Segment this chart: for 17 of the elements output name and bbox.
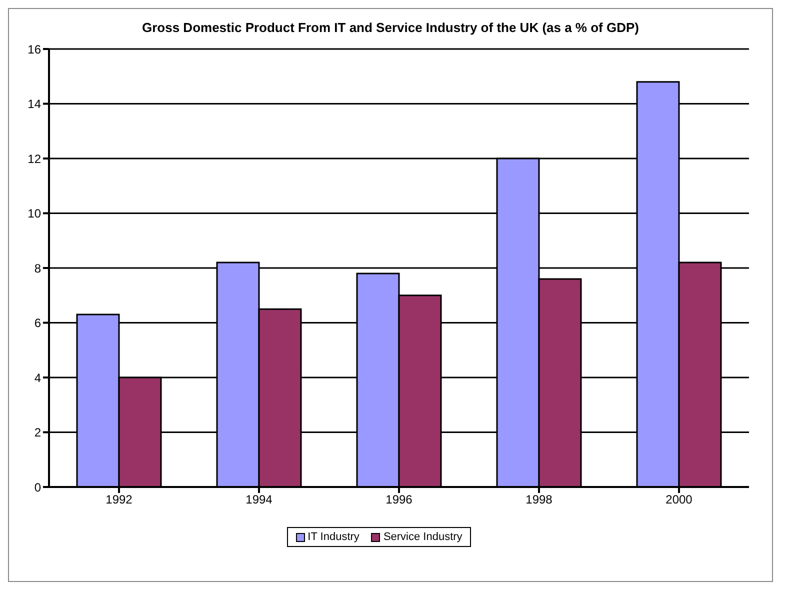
y-tick-label: 10	[28, 206, 42, 221]
chart-title: Gross Domestic Product From IT and Service Industry of the UK (as a % of GDP)	[141, 19, 640, 37]
x-tick-label: 2000	[666, 492, 693, 507]
x-tick-label: 1992	[106, 492, 133, 507]
y-tick-label: 4	[34, 370, 42, 385]
y-tick-label: 16	[28, 42, 42, 56]
y-tick-label: 2	[34, 426, 42, 440]
y-tick-label: 8	[34, 261, 42, 276]
x-tick-label: 1998	[526, 492, 553, 507]
y-tick-label: 12	[28, 152, 42, 166]
legend-label: Service Industry	[382, 531, 462, 543]
y-tick-label: 6	[34, 316, 42, 330]
x-tick-label: 1996	[386, 492, 413, 507]
legend-label: IT Industry	[306, 531, 360, 543]
y-tick-label: 14	[28, 97, 42, 112]
x-tick-label: 1994	[246, 492, 273, 507]
y-tick-label: 0	[34, 480, 42, 494]
